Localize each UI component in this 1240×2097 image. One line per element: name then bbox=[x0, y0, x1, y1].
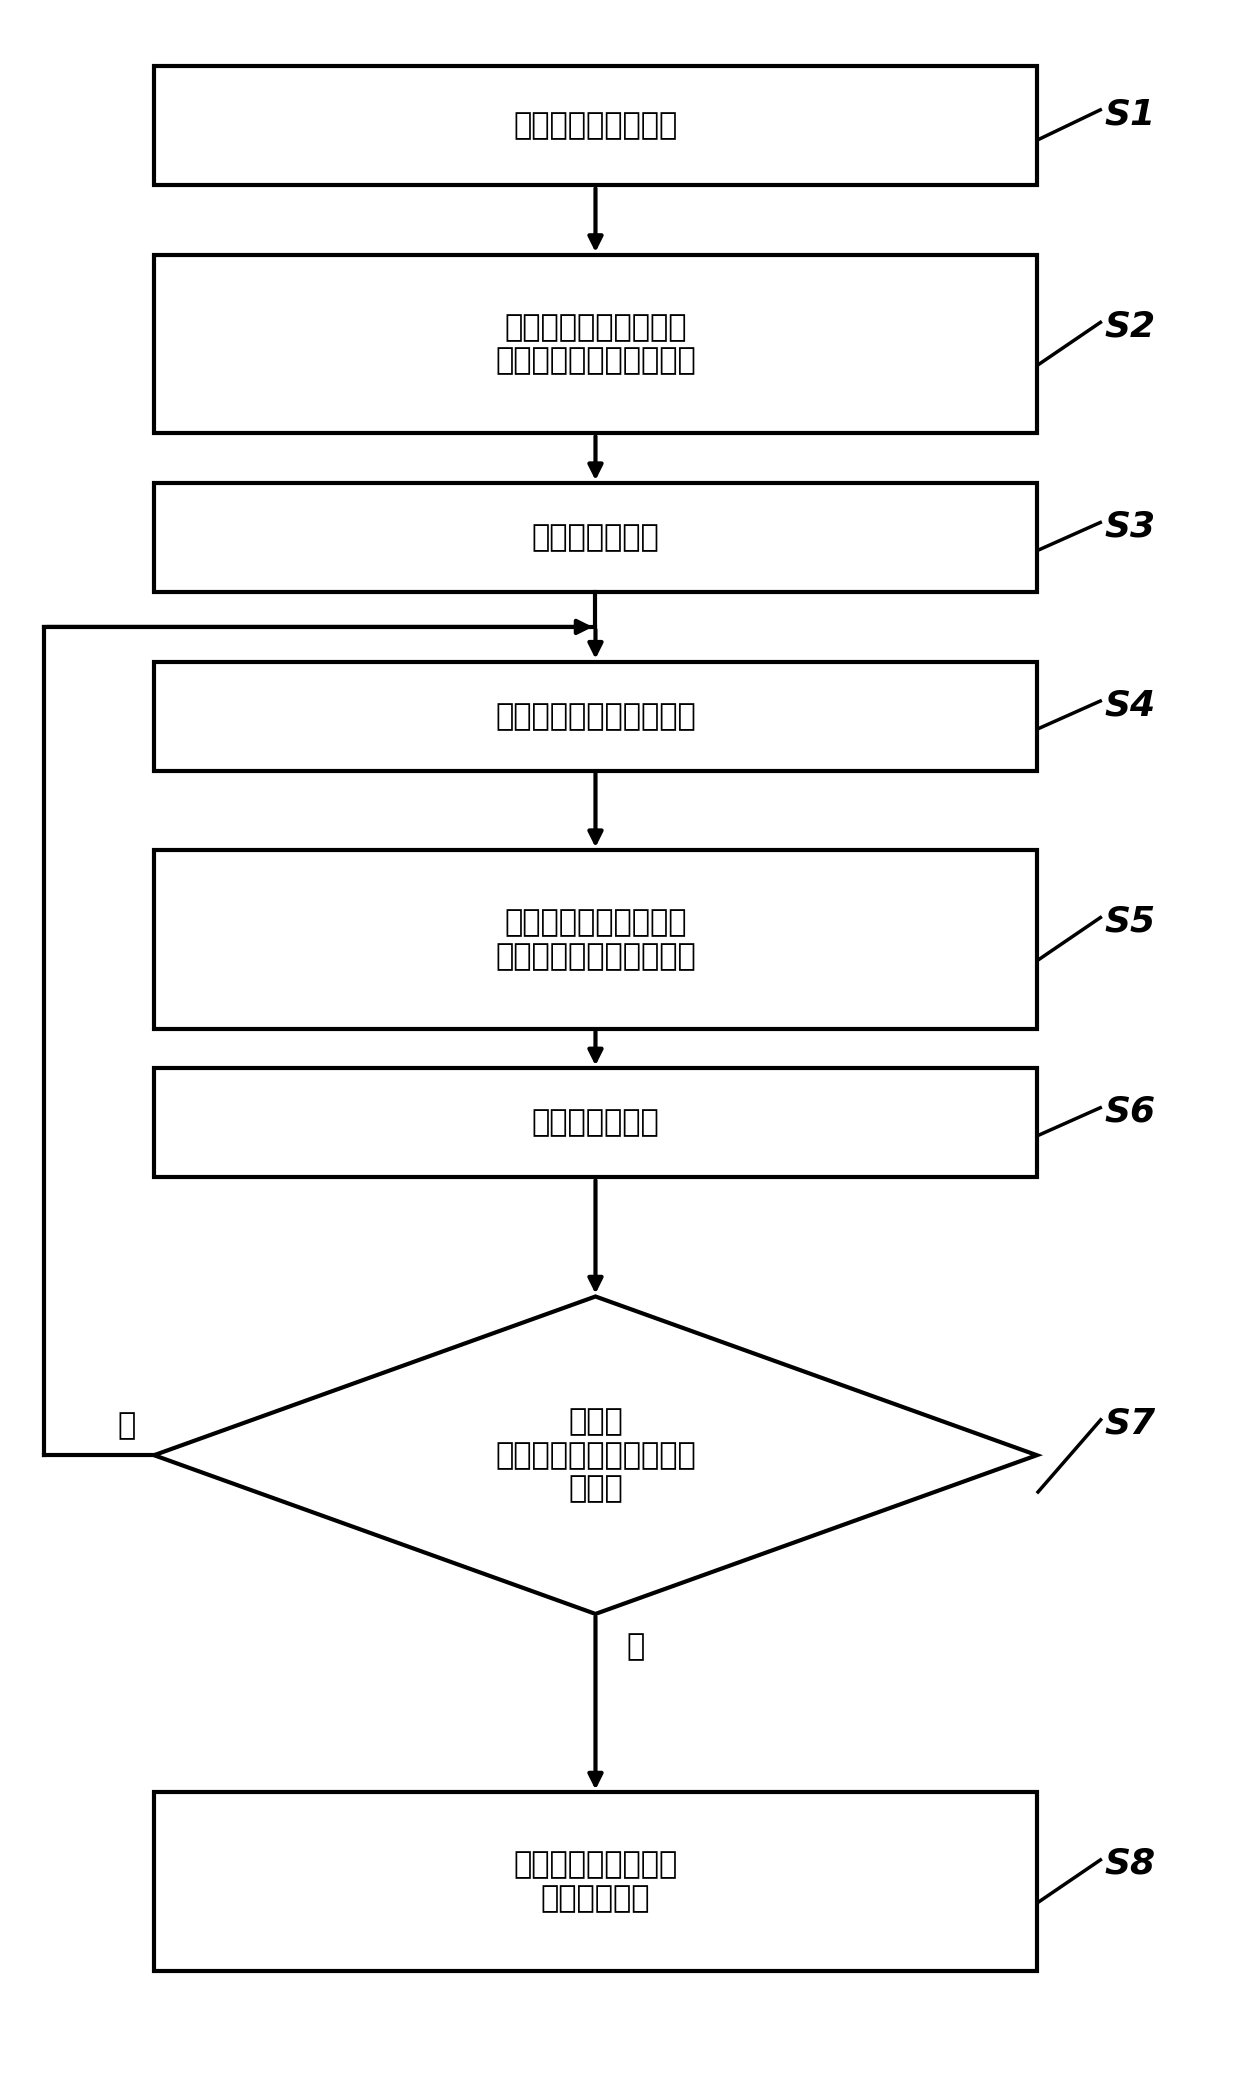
Text: S3: S3 bbox=[1105, 510, 1156, 543]
Bar bbox=[154, 1793, 1037, 1971]
Text: 拆除第一顶入段: 拆除第一顶入段 bbox=[532, 522, 660, 552]
Bar bbox=[154, 849, 1037, 1030]
Text: 将工作井填满回填土: 将工作井填满回填土 bbox=[513, 111, 677, 140]
Text: S1: S1 bbox=[1105, 96, 1156, 132]
Text: S8: S8 bbox=[1105, 1847, 1156, 1881]
Text: S6: S6 bbox=[1105, 1095, 1156, 1128]
Bar bbox=[154, 663, 1037, 772]
Polygon shape bbox=[154, 1296, 1037, 1615]
Text: 将顶管机的剩余外壳
与工作井连接: 将顶管机的剩余外壳 与工作井连接 bbox=[513, 1850, 677, 1912]
Bar bbox=[154, 1067, 1037, 1176]
Text: 再次将工作井填满回填土: 再次将工作井填满回填土 bbox=[495, 702, 696, 730]
Text: 将顶管机再次推进至工
作井内并形成第二顶入段: 将顶管机再次推进至工 作井内并形成第二顶入段 bbox=[495, 908, 696, 971]
Text: S4: S4 bbox=[1105, 688, 1156, 721]
Text: 判断顶
管机的外壳是否完全进入
工作井: 判断顶 管机的外壳是否完全进入 工作井 bbox=[495, 1407, 696, 1504]
Text: S7: S7 bbox=[1105, 1407, 1156, 1441]
Text: 将顶管机斜向推进至工
作井内并形成第一顶入段: 将顶管机斜向推进至工 作井内并形成第一顶入段 bbox=[495, 312, 696, 375]
Bar bbox=[154, 482, 1037, 591]
Text: 否: 否 bbox=[118, 1411, 135, 1441]
Text: S2: S2 bbox=[1105, 310, 1156, 344]
Bar bbox=[154, 256, 1037, 434]
Text: S5: S5 bbox=[1105, 904, 1156, 939]
Bar bbox=[154, 67, 1037, 185]
Text: 是: 是 bbox=[626, 1631, 645, 1661]
Text: 拆除第二顶入段: 拆除第二顶入段 bbox=[532, 1109, 660, 1137]
